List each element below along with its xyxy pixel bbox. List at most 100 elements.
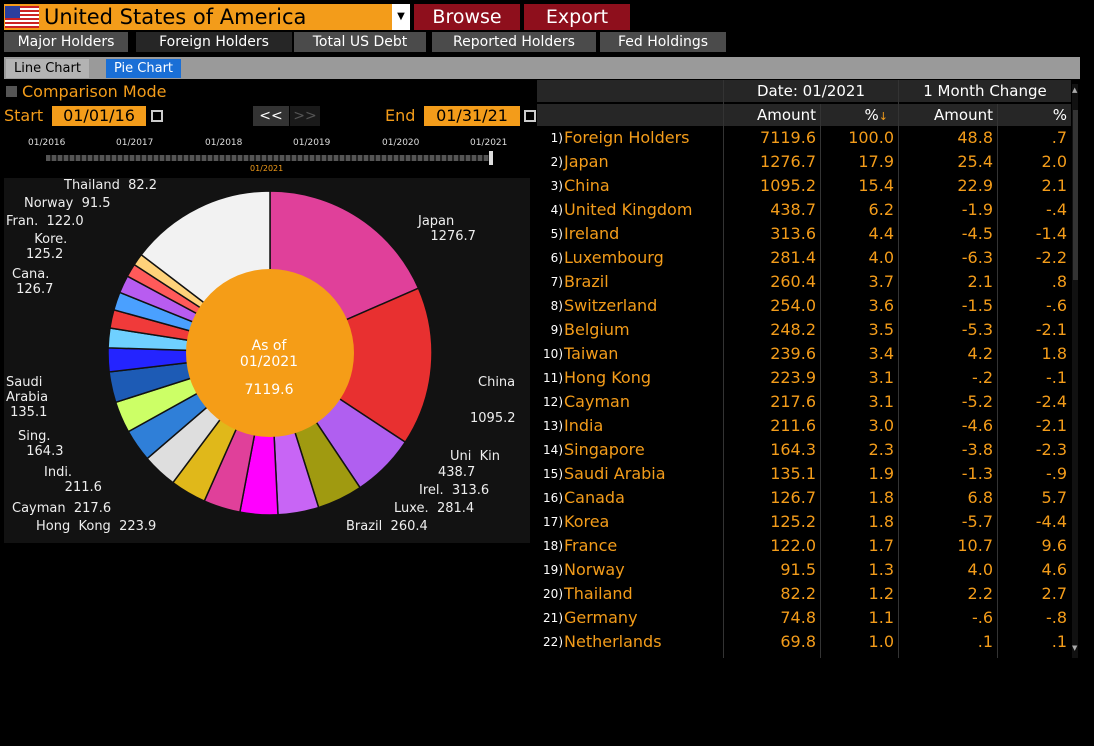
- row-pct: 1.2: [868, 584, 894, 603]
- row-name: Hong Kong: [564, 368, 651, 387]
- row-pct: 1.9: [868, 464, 894, 483]
- timeline-slider[interactable]: [46, 155, 492, 161]
- table-row[interactable]: 9) Belgium 248.2 3.5 -5.3 -2.1: [537, 318, 1080, 342]
- col-change-amount[interactable]: Amount: [899, 104, 997, 126]
- row-change-pct: -2.3: [1035, 440, 1067, 459]
- row-pct: 100.0: [848, 128, 894, 147]
- row-amount: 1095.2: [760, 176, 816, 195]
- row-index: 17): [543, 515, 563, 529]
- table-row[interactable]: 22) Netherlands 69.8 1.0 .1 .1: [537, 630, 1080, 654]
- table-row[interactable]: 6) Luxembourg 281.4 4.0 -6.3 -2.2: [537, 246, 1080, 270]
- country-selector[interactable]: United States of America ▼: [4, 4, 410, 30]
- end-date-input[interactable]: 01/31/21: [424, 106, 520, 126]
- table-row[interactable]: 14) Singapore 164.3 2.3 -3.8 -2.3: [537, 438, 1080, 462]
- row-index: 5): [550, 227, 563, 241]
- col-pct[interactable]: %↓: [821, 104, 898, 126]
- country-name: United States of America: [44, 5, 307, 29]
- table-row[interactable]: 12) Cayman 217.6 3.1 -5.2 -2.4: [537, 390, 1080, 414]
- table-row[interactable]: 8) Switzerland 254.0 3.6 -1.5 -.6: [537, 294, 1080, 318]
- tab-foreign-holders[interactable]: Foreign Holders: [136, 32, 292, 52]
- scroll-up-icon[interactable]: ▲: [1072, 86, 1078, 94]
- table-row[interactable]: 19) Norway 91.5 1.3 4.0 4.6: [537, 558, 1080, 582]
- row-change-pct: -2.4: [1035, 392, 1067, 411]
- table-row[interactable]: 1) Foreign Holders 7119.6 100.0 48.8 .7: [537, 126, 1080, 150]
- tab-fed-holdings[interactable]: Fed Holdings: [600, 32, 726, 52]
- row-change-amount: -5.3: [961, 320, 993, 339]
- table-row[interactable]: 7) Brazil 260.4 3.7 2.1 .8: [537, 270, 1080, 294]
- row-pct: 1.0: [868, 632, 894, 651]
- table-row[interactable]: 11) Hong Kong 223.9 3.1 -.2 -.1: [537, 366, 1080, 390]
- table-row[interactable]: 4) United Kingdom 438.7 6.2 -1.9 -.4: [537, 198, 1080, 222]
- table-row[interactable]: 3) China 1095.2 15.4 22.9 2.1: [537, 174, 1080, 198]
- row-index: 18): [543, 539, 563, 553]
- table-row[interactable]: 15) Saudi Arabia 135.1 1.9 -1.3 -.9: [537, 462, 1080, 486]
- subtab-pie-chart[interactable]: Pie Chart: [106, 59, 182, 78]
- table-row[interactable]: 5) Ireland 313.6 4.4 -4.5 -1.4: [537, 222, 1080, 246]
- table-row[interactable]: 20) Thailand 82.2 1.2 2.2 2.7: [537, 582, 1080, 606]
- col-change-pct[interactable]: %: [998, 104, 1071, 126]
- pie-label-brazil: Brazil 260.4: [346, 519, 428, 534]
- row-pct: 4.4: [868, 224, 894, 243]
- row-amount: 126.7: [770, 488, 816, 507]
- table-row[interactable]: 18) France 122.0 1.7 10.7 9.6: [537, 534, 1080, 558]
- row-amount: 313.6: [770, 224, 816, 243]
- nav-back-button[interactable]: <<: [253, 106, 289, 126]
- row-change-pct: 1.8: [1041, 344, 1067, 363]
- row-name: China: [564, 176, 610, 195]
- calendar-icon[interactable]: [151, 110, 163, 122]
- row-pct: 1.1: [868, 608, 894, 627]
- row-name: Canada: [564, 488, 625, 507]
- scrollbar-thumb[interactable]: [1073, 110, 1078, 280]
- table-row[interactable]: 17) Korea 125.2 1.8 -5.7 -4.4: [537, 510, 1080, 534]
- table-header-blank: [537, 80, 723, 102]
- start-date-input[interactable]: 01/01/16: [52, 106, 146, 126]
- row-change-amount: -4.6: [961, 416, 993, 435]
- row-pct: 1.8: [868, 512, 894, 531]
- row-change-amount: 6.8: [967, 488, 993, 507]
- row-change-pct: -2.2: [1035, 248, 1067, 267]
- scrollbar[interactable]: [1072, 84, 1078, 658]
- table-row[interactable]: 21) Germany 74.8 1.1 -.6 -.8: [537, 606, 1080, 630]
- table-row[interactable]: 16) Canada 126.7 1.8 6.8 5.7: [537, 486, 1080, 510]
- row-change-pct: .1: [1051, 632, 1067, 651]
- row-change-pct: -2.1: [1035, 320, 1067, 339]
- table-row[interactable]: 2) Japan 1276.7 17.9 25.4 2.0: [537, 150, 1080, 174]
- row-name: Taiwan: [564, 344, 619, 363]
- row-name: Netherlands: [564, 632, 662, 651]
- row-change-amount: .1: [977, 632, 993, 651]
- col-amount[interactable]: Amount: [724, 104, 820, 126]
- row-change-amount: 4.0: [967, 560, 993, 579]
- row-index: 15): [543, 467, 563, 481]
- row-index: 11): [543, 371, 563, 385]
- pie-label-india: Indi. 211.6: [44, 465, 102, 495]
- row-change-pct: -.9: [1045, 464, 1067, 483]
- timeline-current: 01/2021: [250, 164, 284, 173]
- timeline-handle[interactable]: [489, 151, 493, 165]
- timeline-tick: 01/2020: [382, 138, 420, 148]
- tab-reported-holders[interactable]: Reported Holders: [432, 32, 596, 52]
- export-button[interactable]: Export: [524, 4, 630, 30]
- row-name: Saudi Arabia: [564, 464, 666, 483]
- row-name: Belgium: [564, 320, 630, 339]
- row-index: 3): [550, 179, 563, 193]
- table-row[interactable]: 13) India 211.6 3.0 -4.6 -2.1: [537, 414, 1080, 438]
- browse-button[interactable]: Browse: [414, 4, 520, 30]
- row-index: 2): [550, 155, 563, 169]
- pie-label-canada: Cana. 126.7: [12, 267, 54, 297]
- comparison-mode-checkbox[interactable]: [6, 86, 17, 97]
- nav-forward-button[interactable]: >>: [290, 106, 320, 126]
- timeline-tick: 01/2018: [205, 138, 243, 148]
- tab-total-us-debt[interactable]: Total US Debt: [294, 32, 426, 52]
- calendar-icon[interactable]: [524, 110, 536, 122]
- tab-major-holders[interactable]: Major Holders: [4, 32, 128, 52]
- row-change-pct: -.4: [1045, 200, 1067, 219]
- row-pct: 3.1: [868, 368, 894, 387]
- row-change-amount: -6.3: [961, 248, 993, 267]
- scroll-down-icon[interactable]: ▼: [1072, 644, 1078, 652]
- chevron-down-icon[interactable]: ▼: [392, 4, 410, 30]
- row-index: 1): [550, 131, 563, 145]
- pie-label-singapore: Sing. 164.3: [18, 429, 64, 459]
- table-row[interactable]: 10) Taiwan 239.6 3.4 4.2 1.8: [537, 342, 1080, 366]
- table-header-blank: [537, 104, 723, 126]
- subtab-line-chart[interactable]: Line Chart: [6, 59, 89, 78]
